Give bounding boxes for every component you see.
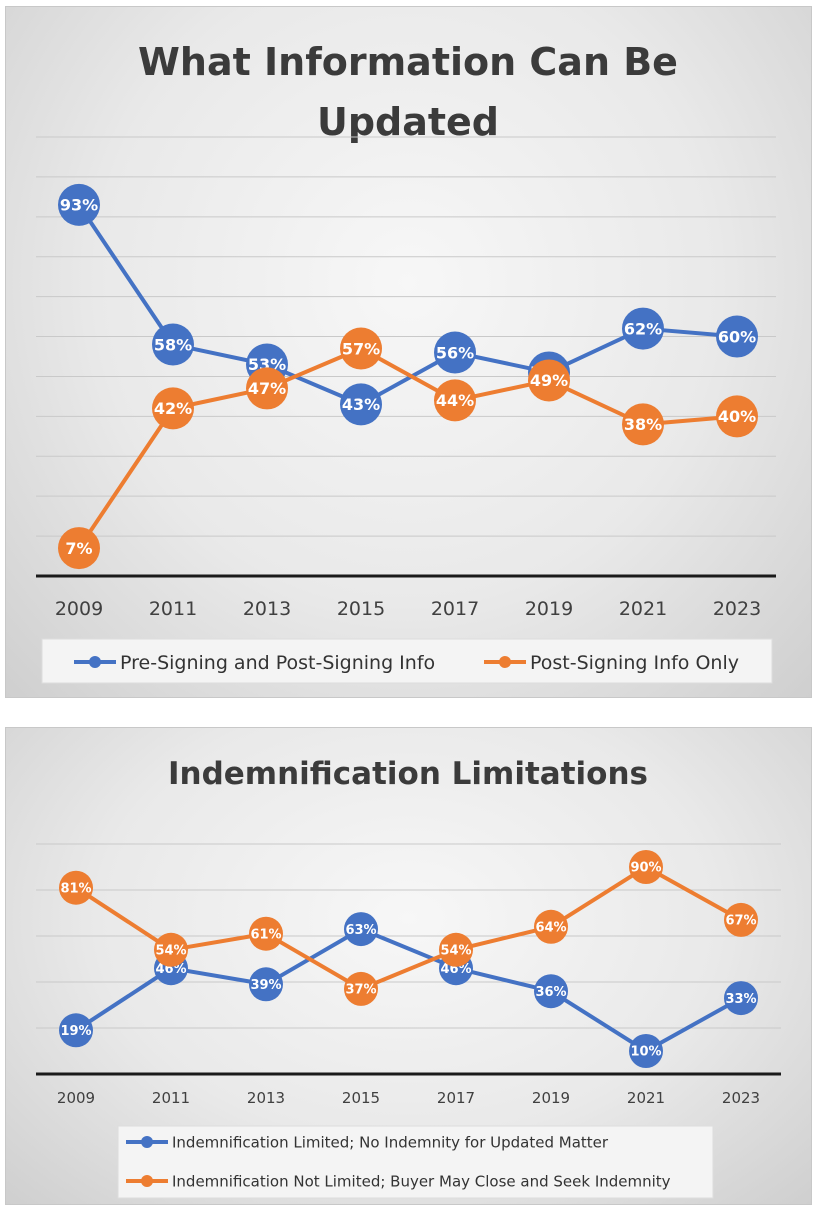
data-point [340,327,382,370]
legend-box [41,638,773,684]
data-point [434,379,476,422]
data-point [152,323,194,366]
legend-label: Post-Signing Info Only [530,652,739,674]
data-label: 63% [345,923,376,938]
x-tick-label: 2013 [243,598,291,620]
data-label: 43% [342,395,380,414]
data-point [629,850,663,884]
data-point [344,912,378,947]
data-point [59,870,93,905]
data-label: 90% [630,861,661,876]
data-label: 54% [155,943,186,958]
data-label: 38% [624,415,662,434]
legend-swatch-marker [499,656,511,668]
data-point [152,387,194,430]
data-point [724,902,758,937]
x-tick-label: 2017 [437,1089,475,1107]
legend-swatch-marker [141,1175,153,1187]
data-label: 44% [436,391,474,410]
data-point [154,932,188,967]
data-point [622,403,664,446]
data-label: 57% [342,339,380,358]
x-tick-label: 2009 [55,598,103,620]
data-label: 33% [725,992,756,1007]
x-tick-label: 2021 [627,1089,665,1107]
data-label: 81% [60,881,91,896]
data-point [716,395,758,438]
data-label: 40% [718,407,756,426]
legend-swatch-marker [141,1136,153,1148]
data-label: 10% [630,1045,661,1060]
chart-panel-indemnification-limitations: Indemnification Limitations 2009 2011 2013 2… [5,727,812,1205]
data-label: 46% [440,962,471,977]
data-label: 42% [154,399,192,418]
data-point [58,527,100,570]
x-tick-label: 2009 [57,1089,95,1107]
data-label: 67% [725,914,756,929]
data-point [622,307,664,350]
data-point [528,359,570,402]
chart-title-line: What Information Can Be [138,40,678,84]
legend-label: Indemnification Limited; No Indemnity fo… [172,1133,609,1151]
chart-panel-information-updated: What Information Can Be Updated 2009 2011 20… [5,6,812,698]
legend-swatch-marker [89,656,101,668]
data-point [716,315,758,358]
data-point [534,974,568,1009]
data-point [58,183,100,226]
x-tick-label: 2013 [247,1089,285,1107]
data-label: 58% [154,335,192,354]
legend-box [117,1125,714,1199]
data-point [249,967,283,1002]
x-tick-label: 2015 [337,598,385,620]
data-label: 47% [248,379,286,398]
data-label: 7% [65,539,92,558]
data-point [534,909,568,944]
x-tick-label: 2011 [152,1089,190,1107]
x-tick-label: 2011 [149,598,197,620]
data-point [344,971,378,1006]
data-point [434,331,476,374]
chart-indemnification-limitations: Indemnification Limitations 2009 2011 2013 2… [36,756,781,1199]
data-label: 53% [248,355,286,374]
data-label: 39% [250,978,281,993]
data-point [439,932,473,967]
x-tick-label: 2015 [342,1089,380,1107]
data-label: 61% [250,927,281,942]
legend-label: Pre-Signing and Post-Signing Info [120,652,435,674]
data-label: 37% [345,983,376,998]
data-label: 19% [60,1024,91,1039]
data-label: 60% [718,327,756,346]
data-point [629,1034,663,1068]
data-label: 64% [535,920,566,935]
x-tick-label: 2019 [525,598,573,620]
x-tick-label: 2023 [713,598,761,620]
x-tick-label: 2019 [532,1089,570,1107]
data-label: 54% [440,943,471,958]
data-point [340,383,382,426]
data-label: 36% [535,985,566,1000]
data-label: 49% [530,371,568,390]
data-point [246,367,288,410]
data-label: 62% [624,319,662,338]
data-label: 93% [60,196,98,215]
x-tick-label: 2023 [722,1089,760,1107]
data-label: 46% [155,962,186,977]
legend-label: Indemnification Not Limited; Buyer May C… [172,1172,671,1190]
x-tick-label: 2021 [619,598,667,620]
x-tick-label: 2017 [431,598,479,620]
data-point [59,1013,93,1048]
data-label: 56% [436,343,474,362]
data-point [249,916,283,951]
chart-title-line: Indemnification Limitations [168,756,648,792]
data-point [724,981,758,1016]
